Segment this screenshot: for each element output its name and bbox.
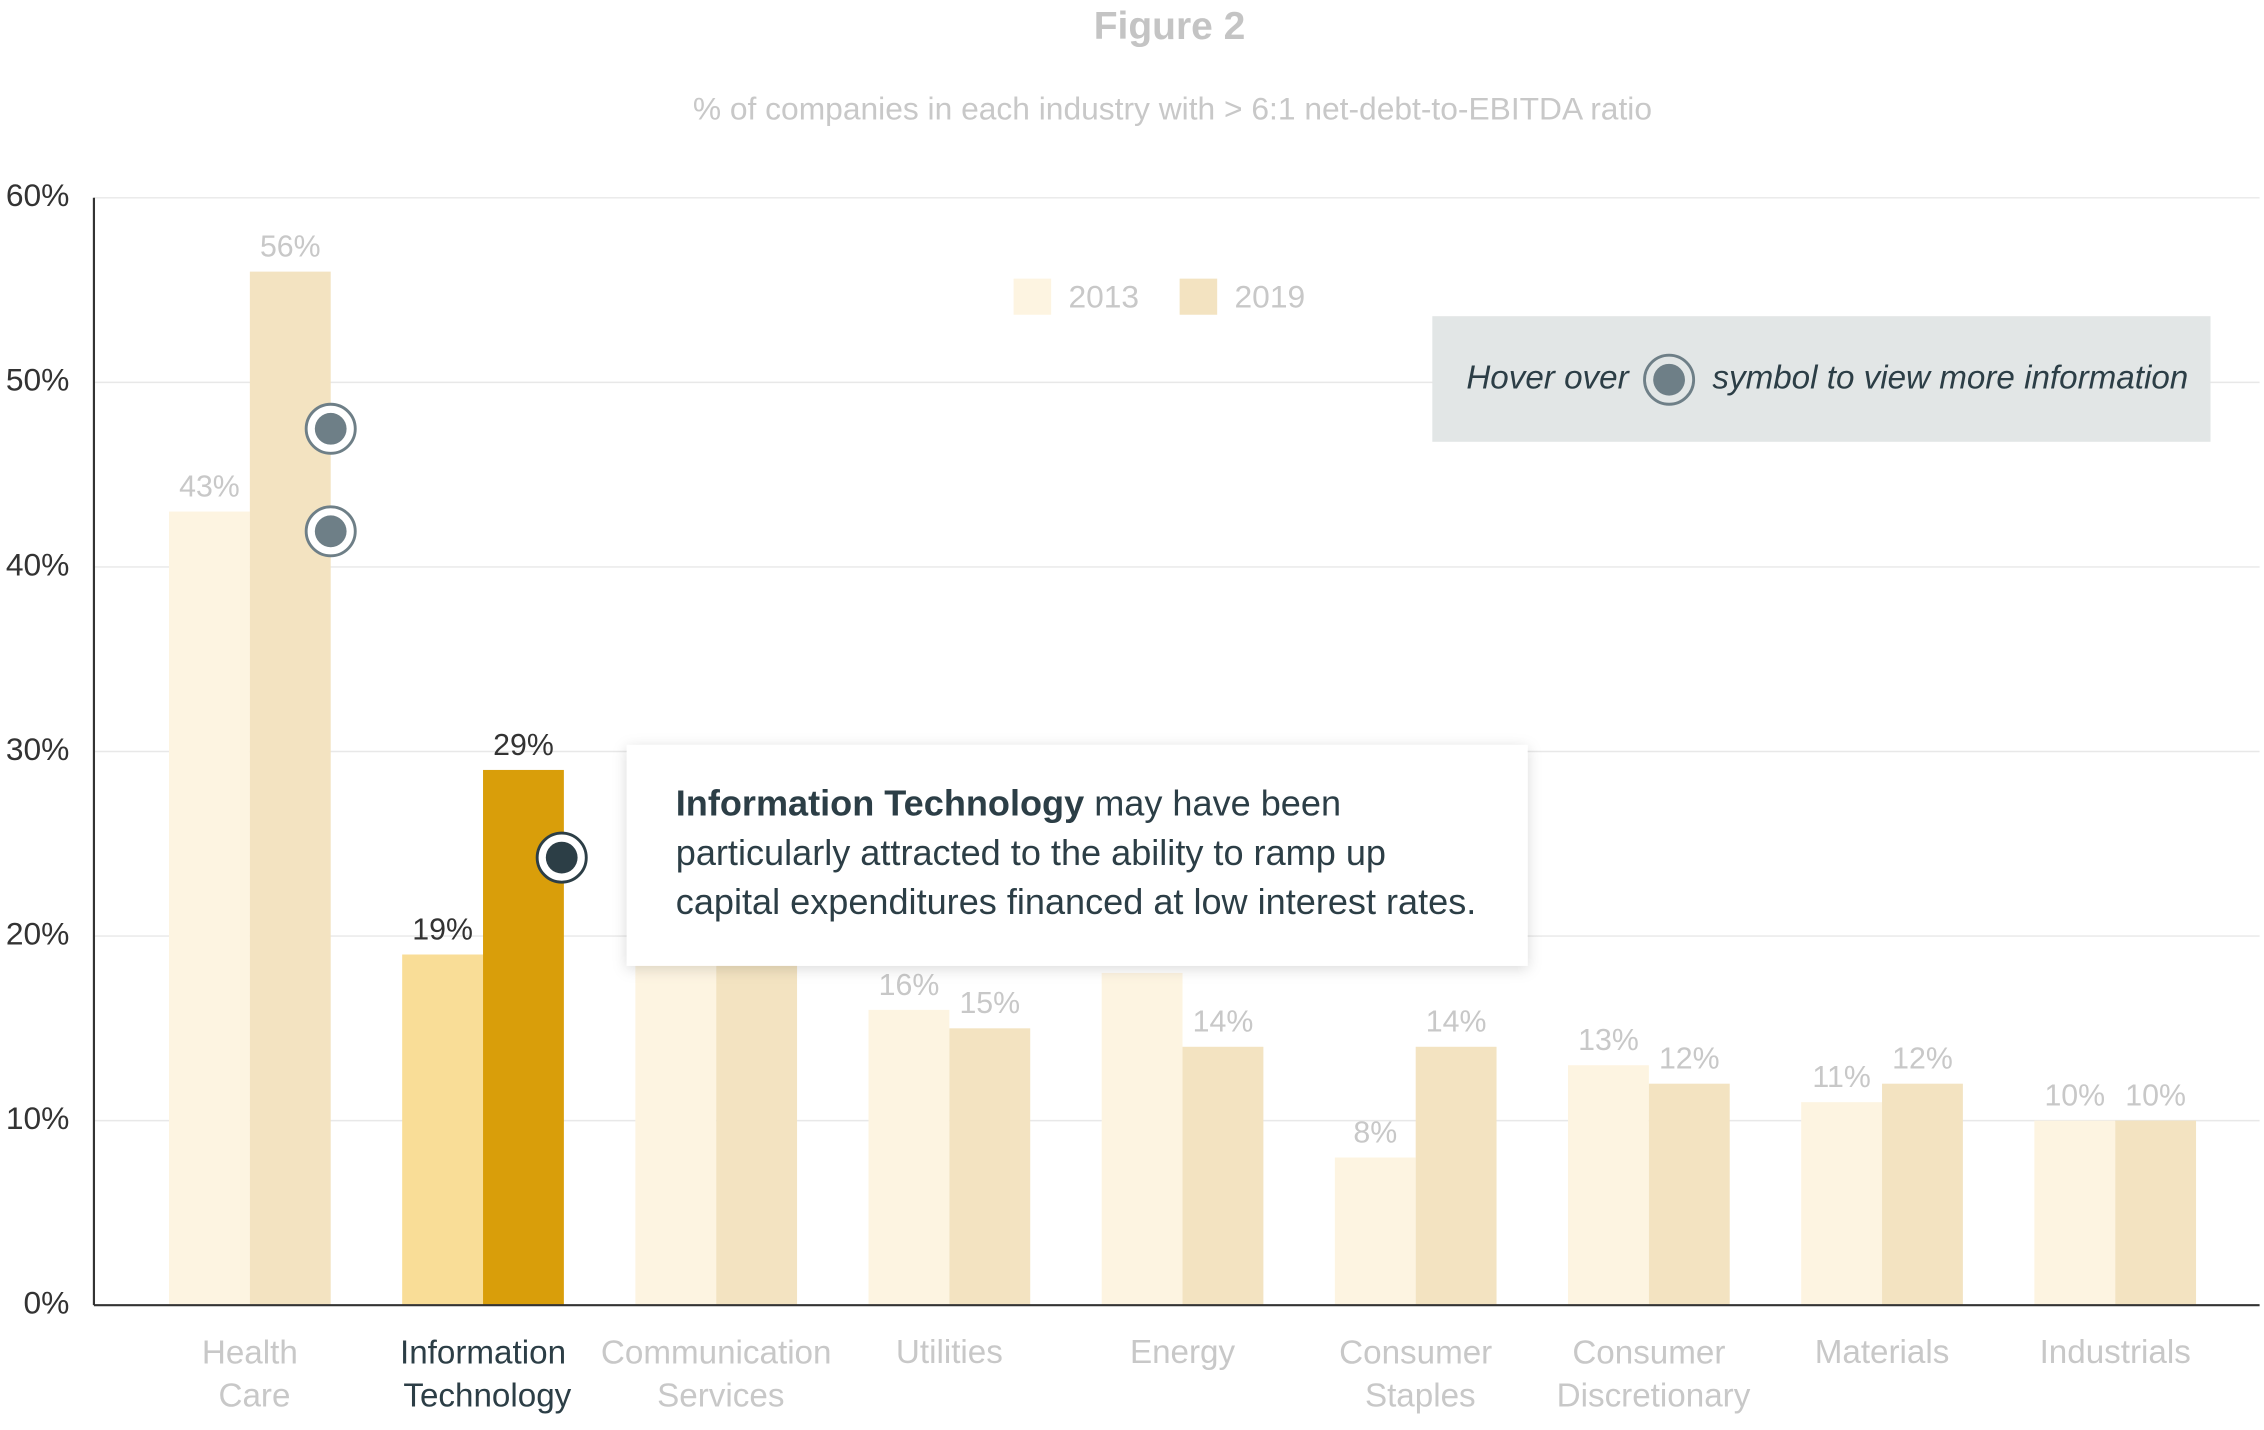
bar <box>2034 1120 2116 1306</box>
value-label: 12% <box>1659 1043 1720 1076</box>
hover-icon-ring <box>1643 353 1696 406</box>
y-tick-label: 10% <box>6 1100 70 1136</box>
value-label: 43% <box>179 470 240 503</box>
chart-title: Figure 2 <box>1094 5 1246 48</box>
x-tick-label: Industrials <box>2040 1334 2191 1371</box>
bar <box>1568 1065 1649 1306</box>
bar <box>402 954 484 1306</box>
y-tick-label: 30% <box>6 731 70 767</box>
hover-marker[interactable] <box>535 831 588 884</box>
value-label: 13% <box>1578 1024 1639 1057</box>
x-tick-label: Health Care <box>202 1334 298 1414</box>
grid: 0% 10% 20% 30% 40% 50% 60% <box>6 177 2260 1321</box>
value-label: 19% <box>412 913 473 946</box>
y-tick-label: 50% <box>6 362 70 398</box>
value-label: 10% <box>2044 1080 2105 1113</box>
value-label: 12% <box>1892 1043 1953 1076</box>
legend-swatch <box>1179 278 1218 315</box>
value-label: 8% <box>1353 1116 1397 1149</box>
tooltip-box <box>626 744 1528 966</box>
hover-icon <box>1653 363 1685 396</box>
bar <box>1182 1046 1264 1306</box>
legend-swatch <box>1013 278 1052 315</box>
value-label: 29% <box>493 729 554 762</box>
hover-marker-dot[interactable] <box>314 412 347 445</box>
x-tick-label: Communication Services <box>601 1334 832 1414</box>
value-label: 16% <box>879 969 940 1002</box>
hover-marker-dot[interactable] <box>314 515 347 548</box>
bar <box>949 1028 1031 1306</box>
y-tick-label: 0% <box>23 1285 69 1321</box>
value-label: 14% <box>1426 1006 1487 1039</box>
bar <box>1801 1102 1883 1306</box>
y-tick-label: 60% <box>6 177 70 213</box>
bar <box>635 936 717 1306</box>
y-tick-label: 20% <box>6 915 70 951</box>
bar <box>1334 1157 1416 1306</box>
legend-label: 2013 <box>1068 278 1139 314</box>
bar <box>1882 1083 1963 1306</box>
hover-note-text: Hover over <box>1466 359 1630 396</box>
value-label: 14% <box>1193 1006 1254 1039</box>
x-tick-label: Utilities <box>896 1334 1003 1371</box>
y-tick-label: 40% <box>6 546 70 582</box>
bar <box>1415 1046 1497 1306</box>
legend: 2013 2019 <box>1013 278 1306 315</box>
x-tick-label: Information Technology <box>395 1334 572 1414</box>
x-tick-label: Consumer Discretionary <box>1547 1334 1750 1414</box>
bar <box>716 954 798 1306</box>
x-tick-label: Materials <box>1815 1334 1950 1371</box>
chart-subtitle: % of companies in each industry with > 6… <box>693 91 1652 127</box>
bar <box>1648 1083 1730 1306</box>
hover-note-box <box>1432 316 2211 442</box>
bar <box>2115 1120 2197 1306</box>
value-label: 15% <box>959 987 1020 1020</box>
x-tick-label: Energy <box>1130 1334 1236 1371</box>
x-tick-label: Consumer Staples <box>1339 1334 1492 1414</box>
value-label: 10% <box>2125 1080 2186 1113</box>
bar <box>868 1009 950 1306</box>
value-label: 11% <box>1812 1061 1870 1094</box>
tooltip: Information Technology may have been par… <box>676 780 1499 927</box>
hover-note-text: symbol to view more information <box>1712 359 2188 396</box>
hover-marker[interactable] <box>304 402 357 455</box>
bar <box>1101 972 1183 1306</box>
bar <box>169 511 250 1306</box>
tooltip-text: Information Technology may have been par… <box>676 780 1499 927</box>
hover-marker-dot[interactable] <box>545 841 578 874</box>
hover-marker[interactable] <box>304 505 357 558</box>
tooltip-bold: Information Technology <box>675 783 1085 825</box>
tooltip-body: may have been particularly attracted to … <box>675 783 1477 923</box>
legend-label: 2019 <box>1235 278 1306 314</box>
value-label: 56% <box>260 231 321 264</box>
